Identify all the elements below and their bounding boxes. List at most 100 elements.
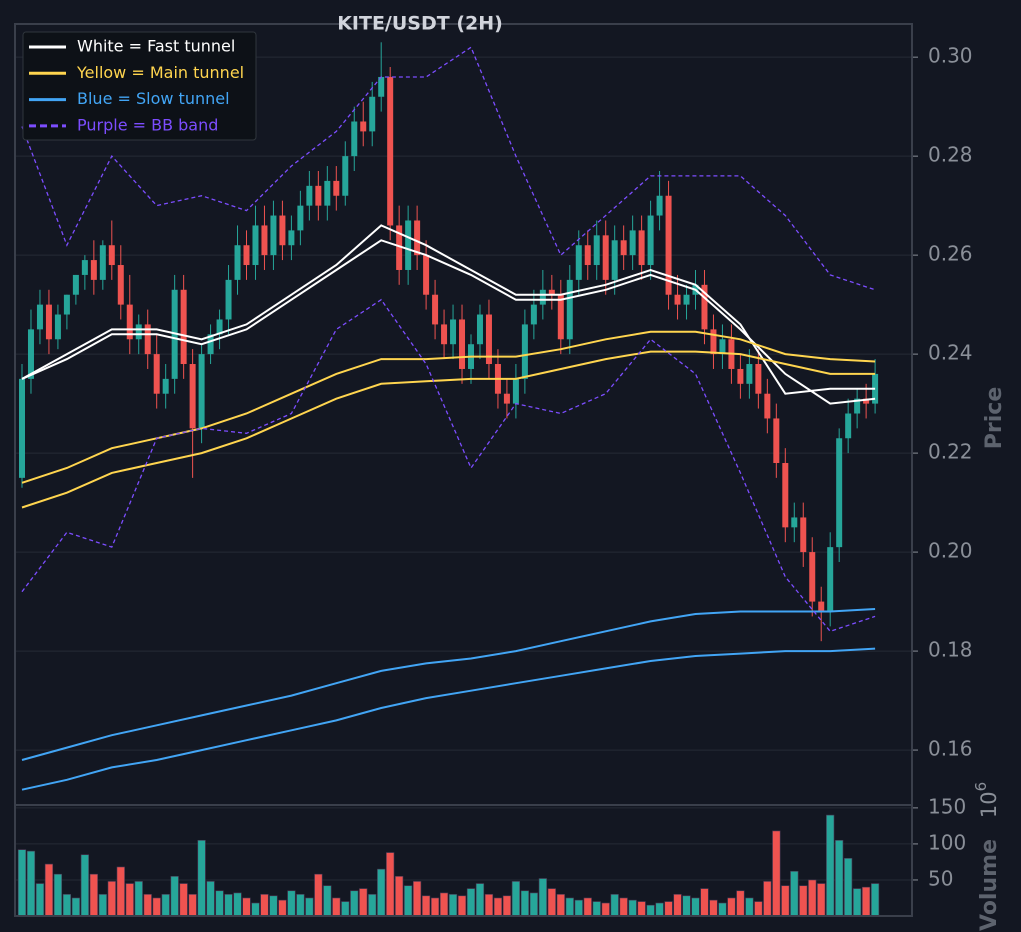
candle-body (90, 260, 97, 280)
candle-body (782, 463, 789, 528)
volume-bar (80, 854, 89, 917)
legend-label: Yellow = Main tunnel (76, 63, 244, 82)
candle-body (117, 265, 124, 305)
candle-body (225, 279, 232, 320)
volume-bar (790, 871, 799, 917)
candle-body (845, 413, 852, 439)
candle-body (162, 378, 169, 394)
candle-body (54, 314, 61, 340)
candle-body (584, 245, 591, 266)
volume-bar (35, 883, 45, 917)
volume-bar (835, 840, 844, 917)
volume-bar (17, 849, 27, 917)
volume-bar (718, 902, 727, 917)
volume-bar (754, 901, 763, 917)
candle-body (548, 289, 555, 295)
volume-bar (745, 897, 754, 917)
volume-bar (682, 895, 691, 917)
volume-bar (439, 892, 449, 917)
volume-bar (215, 890, 224, 917)
volume-bar (350, 890, 359, 917)
volume-bar (493, 897, 503, 917)
volume-bar (341, 901, 350, 917)
candle-body (99, 245, 106, 280)
candle-body (530, 304, 537, 325)
candle-body (405, 220, 412, 270)
volume-bar (646, 904, 655, 917)
candle-body (252, 225, 259, 266)
volume-bar (233, 892, 242, 917)
candle-body (423, 255, 430, 295)
volume-bar (448, 894, 458, 917)
candle-body (476, 314, 483, 345)
volume-bar (484, 894, 494, 917)
volume-bar (125, 883, 134, 917)
volume-tick-label: 150 (928, 794, 966, 818)
volume-bar (89, 873, 98, 917)
volume-bar (53, 873, 63, 917)
volume-bar (655, 902, 664, 917)
candle-body (432, 294, 439, 325)
volume-frame (14, 804, 913, 917)
y-tick-label: 0.16 (928, 737, 973, 761)
candle-body (378, 76, 385, 97)
volume-bar (107, 881, 116, 917)
candle-body (593, 235, 600, 266)
candle-body (153, 354, 160, 394)
candle-body (297, 205, 304, 231)
volume-bar (404, 885, 413, 917)
candle-body (656, 195, 663, 216)
candle-body (719, 339, 726, 355)
volume-bar (556, 894, 565, 917)
volume-bar (529, 892, 538, 917)
volume-bar (610, 894, 619, 917)
y-tick-label: 0.26 (928, 242, 973, 266)
candle-body (396, 225, 403, 270)
volume-bar (395, 876, 404, 917)
offset-base: 10 (977, 791, 1001, 818)
candle-body (620, 240, 627, 256)
candle-body (144, 324, 151, 355)
volume-bar (260, 894, 269, 917)
candle-body (360, 121, 367, 132)
volume-bar (332, 897, 341, 917)
candle-body (180, 289, 187, 365)
candle-body (333, 180, 340, 196)
volume-bar (170, 876, 179, 917)
candle-body (800, 517, 807, 553)
volume-bar (844, 858, 853, 917)
volume-bar (592, 901, 601, 917)
volume-bar (224, 894, 233, 917)
plot-layer (17, 42, 880, 917)
candle-body (234, 245, 241, 280)
candle-body (72, 274, 79, 295)
candle-body (647, 215, 654, 266)
candle-body (387, 76, 394, 226)
indicator-line (21, 608, 876, 761)
y-tick-label: 0.28 (928, 143, 973, 167)
candle-body (45, 304, 52, 340)
volume-bar (700, 888, 709, 917)
candle-body (539, 289, 546, 305)
volume-bar (314, 873, 323, 917)
volume-bar (466, 888, 476, 917)
candle-body (683, 294, 690, 305)
volume-bar (727, 897, 736, 917)
candle-body (638, 230, 645, 266)
indicator-line (21, 298, 876, 633)
legend-label: Purple = BB band (77, 115, 218, 134)
volume-bar (269, 895, 278, 917)
volume-bar (781, 885, 790, 917)
candle-body (773, 418, 780, 464)
volume-bar (808, 879, 817, 917)
candle-body (512, 378, 519, 404)
volume-bar (826, 814, 835, 917)
candle-body (216, 319, 223, 335)
legend: White = Fast tunnel Yellow = Main tunnel B… (22, 31, 257, 141)
y-tick-label: 0.18 (928, 638, 973, 662)
candle-body (270, 215, 277, 256)
candle-body (809, 552, 816, 602)
candle-body (306, 185, 313, 206)
offset-exponent: 6 (972, 782, 990, 792)
